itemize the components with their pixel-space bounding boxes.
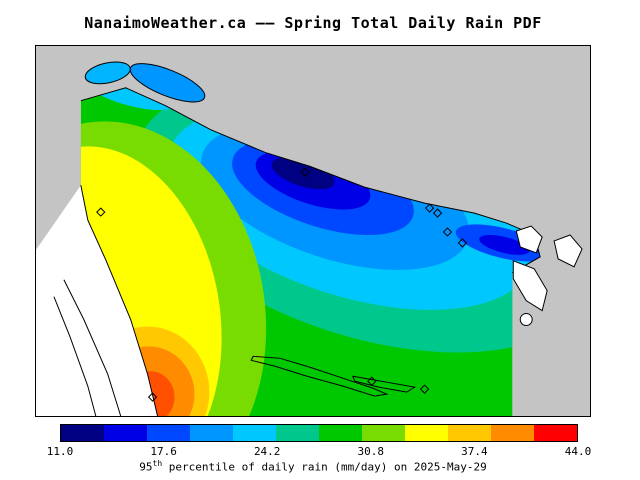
colorbar-segment <box>276 425 319 441</box>
island <box>519 313 533 326</box>
colorbar-segment <box>233 425 276 441</box>
colorbar-segment <box>405 425 448 441</box>
island-outline <box>352 375 416 393</box>
colorbar-tick-labels: 11.0 17.6 24.2 30.8 37.4 44.0 <box>47 445 592 458</box>
caption-ordinal: th <box>152 459 163 468</box>
island <box>512 260 548 312</box>
station-markers <box>96 167 468 402</box>
colorbar-segment <box>448 425 491 441</box>
colorbar-tick-label: 24.2 <box>253 445 281 458</box>
colorbar-segment <box>534 425 577 441</box>
station-marker <box>432 208 443 218</box>
lake <box>129 63 206 103</box>
colorbar-segment <box>147 425 190 441</box>
island-outline <box>250 355 389 397</box>
coastline-island <box>80 185 159 416</box>
station-marker <box>419 384 430 394</box>
station-marker <box>147 392 158 402</box>
colorbar-tick-label: 11.0 <box>46 445 74 458</box>
colorbar <box>60 424 578 442</box>
colorbar-segment <box>362 425 405 441</box>
contour-strip-cyan <box>87 87 175 111</box>
colorbar-tick-label: 44.0 <box>564 445 592 458</box>
coastline <box>63 279 122 416</box>
station-marker <box>96 207 106 217</box>
island <box>515 225 543 254</box>
colorbar-segment <box>61 425 104 441</box>
colorbar-tick-label: 37.4 <box>461 445 488 458</box>
station-marker <box>367 376 377 386</box>
colorbar-segment <box>319 425 362 441</box>
colorbar-segment <box>190 425 233 441</box>
station-marker <box>300 167 310 177</box>
colorbar-segment <box>491 425 534 441</box>
contour-band-navy-core <box>271 157 335 190</box>
station-marker <box>457 238 468 248</box>
colorbar-segment <box>104 425 147 441</box>
coastline <box>53 296 97 416</box>
caption-rest: percentile of daily rain (mm/day) on 202… <box>162 460 487 474</box>
page-title: NanaimoWeather.ca —— Spring Total Daily … <box>84 14 542 32</box>
colorbar-tick-label: 17.6 <box>150 445 177 458</box>
station-marker <box>424 203 435 213</box>
sea-region <box>36 185 158 416</box>
map-frame <box>35 45 591 417</box>
weather-contour-map <box>36 46 590 416</box>
colorbar-caption: 95th percentile of daily rain (mm/day) o… <box>35 459 591 474</box>
contour-tongue-navy <box>479 234 530 255</box>
station-marker <box>442 227 453 237</box>
island <box>553 234 583 268</box>
colorbar-tick-label: 30.8 <box>357 445 385 458</box>
caption-base: 95 <box>139 460 153 474</box>
